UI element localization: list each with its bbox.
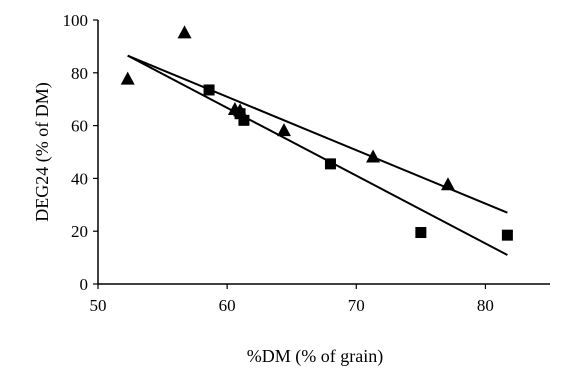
x-tick-label: 70 — [348, 296, 365, 315]
y-tick-label: 100 — [63, 11, 89, 30]
square-data-point — [415, 227, 427, 239]
y-tick-label: 0 — [80, 275, 89, 294]
x-tick-label: 80 — [477, 296, 494, 315]
x-tick-label: 60 — [219, 296, 236, 315]
triangle-data-point — [120, 71, 135, 85]
square-data-point — [203, 84, 215, 96]
square-data-point — [324, 158, 336, 170]
trendline-layer — [127, 54, 508, 256]
square-series-trendline — [127, 54, 508, 256]
x-axis-title: %DM (% of grain) — [247, 346, 383, 367]
triangle-data-point — [366, 149, 381, 163]
y-tick-label: 40 — [71, 169, 88, 188]
triangle-data-point — [276, 123, 291, 137]
square-data-point — [234, 108, 246, 120]
y-tick-label: 20 — [71, 222, 88, 241]
triangle-data-point — [440, 177, 455, 191]
marker-layer — [120, 25, 513, 241]
square-data-point — [501, 229, 513, 241]
triangle-data-point — [177, 25, 192, 39]
y-tick-label: 60 — [71, 117, 88, 136]
y-tick-label: 80 — [71, 64, 88, 83]
tick-layer: 0 20 40 60 80 100 50 60 70 80 — [63, 11, 494, 315]
axes-layer — [97, 20, 550, 285]
x-tick-label: 50 — [90, 296, 107, 315]
square-data-point — [238, 114, 250, 126]
y-axis-title: DEG24 (% of DM) — [32, 82, 53, 221]
